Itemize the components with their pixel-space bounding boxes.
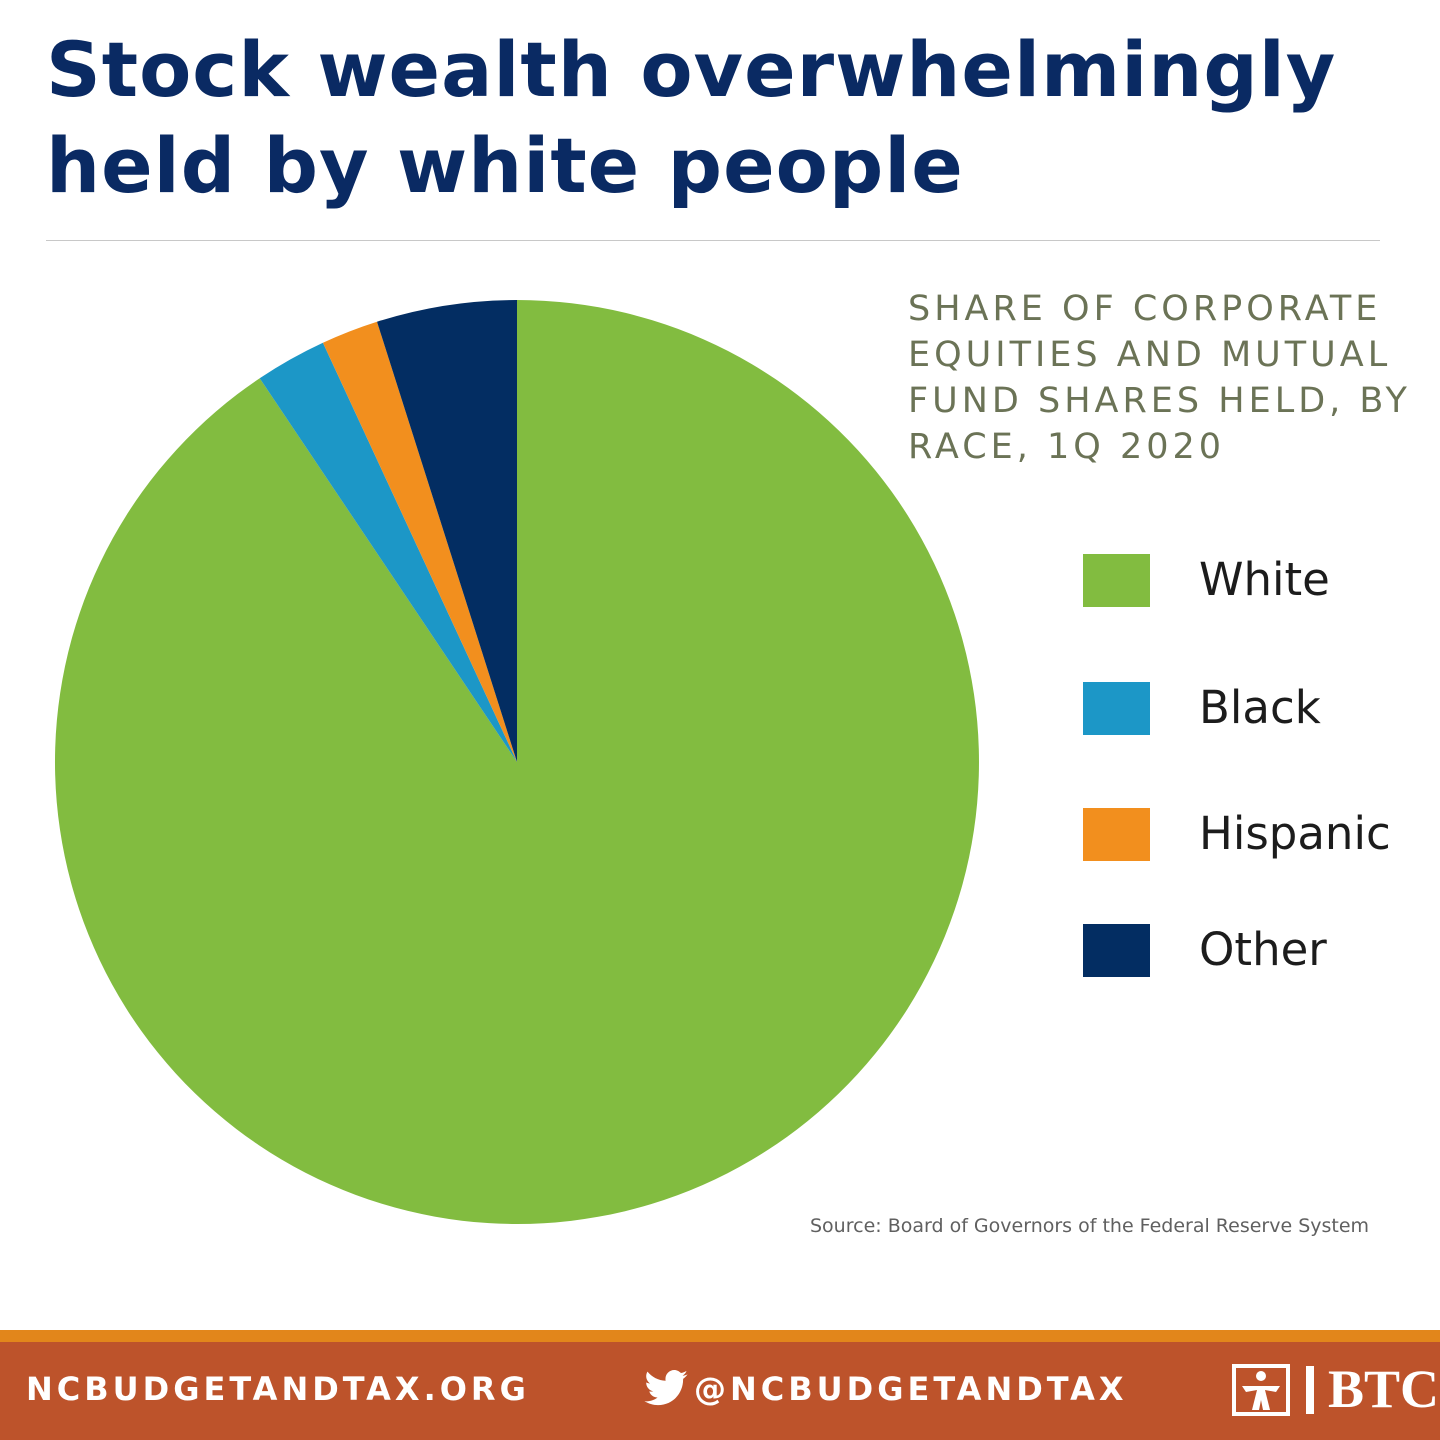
legend-item-hispanic: Hispanic xyxy=(1083,806,1403,862)
twitter-bird-icon xyxy=(644,1370,688,1406)
legend-label-other: Other xyxy=(1199,923,1327,976)
btc-logo-icon xyxy=(1232,1364,1290,1416)
footer-stripe xyxy=(0,1330,1440,1342)
pie-slice-black xyxy=(259,342,517,762)
legend-label-white: White xyxy=(1199,553,1330,606)
legend-swatch-hispanic xyxy=(1083,808,1150,861)
pie-slice-hispanic xyxy=(322,321,517,762)
logo-divider xyxy=(1306,1366,1314,1414)
footer-band: NCBUDGETANDTAX.ORG @NCBUDGETANDTAX BTC xyxy=(0,1342,1440,1440)
chart-title: Stock wealth overwhelmingly held by whit… xyxy=(46,25,1337,210)
legend-item-other: Other xyxy=(1083,922,1403,978)
legend-label-hispanic: Hispanic xyxy=(1199,807,1391,860)
legend-item-white: White xyxy=(1083,552,1403,608)
legend-item-black: Black xyxy=(1083,680,1403,736)
chart-subtitle: SHARE OF CORPORATE EQUITIES AND MUTUAL F… xyxy=(908,289,1411,467)
website-link[interactable]: NCBUDGETANDTAX.ORG xyxy=(26,1370,530,1408)
legend-swatch-other xyxy=(1083,924,1150,977)
pie-slice-white xyxy=(54,300,979,1224)
legend-swatch-white xyxy=(1083,554,1150,607)
pie-chart xyxy=(54,300,979,1224)
source-note: Source: Board of Governors of the Federa… xyxy=(810,1215,1370,1237)
title-divider xyxy=(46,240,1380,241)
pie-slice-other xyxy=(377,300,517,762)
legend-swatch-black xyxy=(1083,682,1150,735)
legend-label-black: Black xyxy=(1199,681,1321,734)
logo-text: BTC xyxy=(1328,1359,1440,1419)
twitter-handle: @NCBUDGETANDTAX xyxy=(694,1370,1128,1408)
